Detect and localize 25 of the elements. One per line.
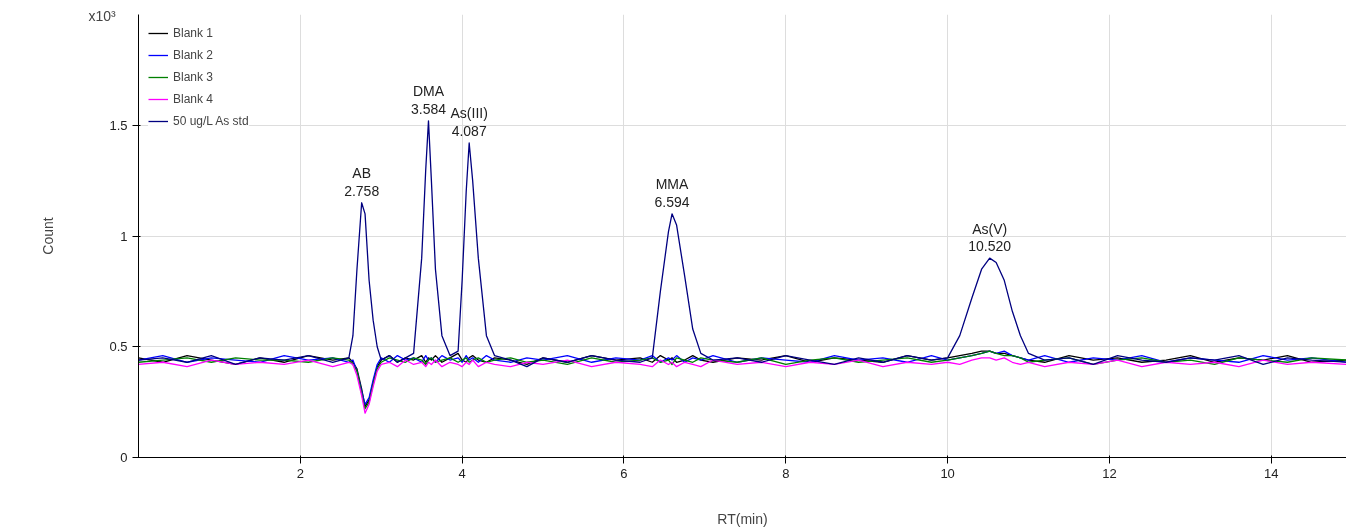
legend-label: 50 ug/L As std xyxy=(173,114,249,128)
y-axis-title: Count xyxy=(40,217,57,255)
y-tick-label: 1 xyxy=(120,228,128,244)
x-tick-label: 14 xyxy=(1264,465,1279,481)
text: x10³ xyxy=(88,7,117,24)
annotation: DMA 3.584 xyxy=(410,83,447,117)
x-axis-title: RT(min) xyxy=(717,510,768,527)
annotation: As(V) 10.520 xyxy=(968,220,1012,255)
x-tick-label: 6 xyxy=(620,465,628,481)
annotation: As(III) 4.087 xyxy=(450,105,488,139)
legend-label: Blank 2 xyxy=(173,48,214,62)
x-tick-label: 8 xyxy=(782,465,790,481)
x-tick-label: 10 xyxy=(940,465,955,481)
legend-label: Blank 1 xyxy=(173,26,214,40)
y-tick-label: 0 xyxy=(120,450,128,465)
y-tick-label: 1.5 xyxy=(109,117,128,133)
x-tick-label: 12 xyxy=(1102,465,1117,481)
x-tick-label: 4 xyxy=(458,465,466,481)
annotation: MMA 6.594 xyxy=(654,176,690,210)
legend-label: Blank 4 xyxy=(173,92,214,106)
x-tick-label: 2 xyxy=(296,465,304,481)
legend-label: Blank 3 xyxy=(173,70,214,84)
annotation: AB 2.758 xyxy=(344,165,380,199)
line-series xyxy=(138,357,1346,414)
y-tick-label: 0.5 xyxy=(109,339,128,355)
